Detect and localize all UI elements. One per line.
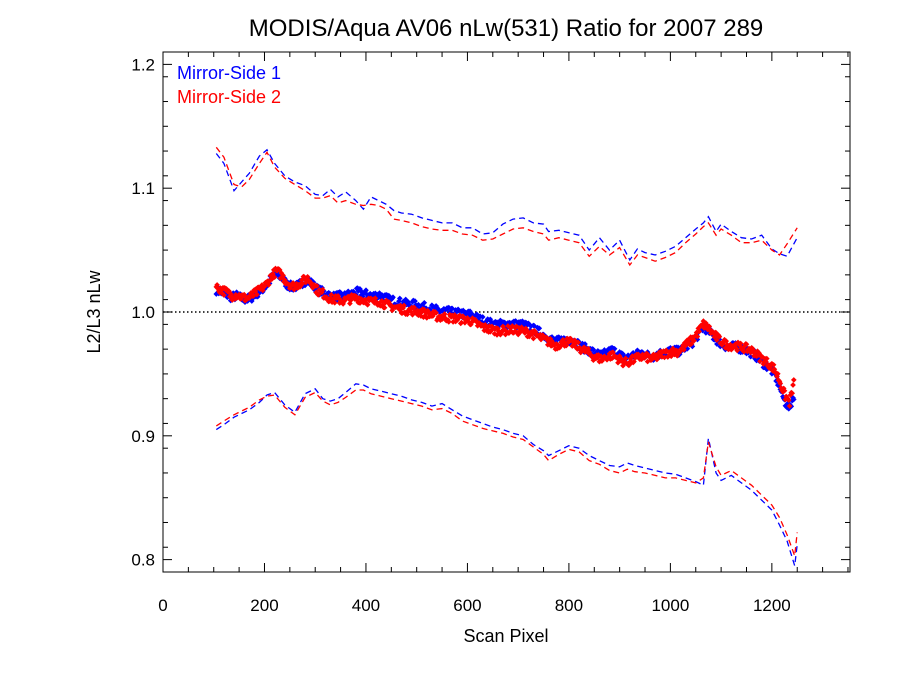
data-point [421,299,428,306]
legend: Mirror-Side 1 Mirror-Side 2 [177,63,281,107]
data-point [789,390,796,397]
y-tick-label: 1.1 [131,179,155,198]
data-point [786,403,793,409]
data-point [741,348,747,355]
data-point [774,370,781,377]
data-point [314,283,320,289]
y-tick-label: 0.8 [131,551,155,570]
data-point [445,319,452,325]
y-axis-title: L2/L3 nLw [84,269,104,353]
x-tick-label: 200 [250,596,278,615]
data-point [716,333,723,340]
data-point [781,387,788,394]
axes: 0 200 400 600 800 1000 1200 0.8 0.9 1.0 1.1 1.2 [131,51,851,615]
data-point [691,337,697,344]
legend-entry-2: Mirror-Side 2 [177,87,281,107]
data-point [411,304,418,311]
data-point [479,314,486,320]
data-point [714,337,720,343]
data-point [364,301,371,308]
data-point [254,291,260,298]
data-point [396,295,403,302]
data-point [412,298,418,304]
data-point [763,355,770,362]
chart-title: MODIS/Aqua AV06 nLw(531) Ratio for 2007 … [249,15,764,42]
data-point [304,273,311,280]
data-point [661,354,668,361]
series-2-lower-bound [215,389,798,557]
data-point [280,272,286,279]
data-point [458,319,465,326]
data-point [315,291,322,298]
data-point [441,311,448,317]
plot-area [163,146,850,566]
data-point [737,340,744,347]
data-point [563,342,570,349]
data-point [271,274,278,281]
data-point [401,302,407,309]
data-point [757,358,763,365]
y-tick-label: 1.2 [131,55,155,74]
data-point [331,299,338,306]
data-point [790,396,797,403]
data-point [381,304,388,311]
x-tick-label: 1200 [753,596,791,615]
data-point [319,286,326,293]
data-point [622,355,629,362]
data-point [221,292,227,298]
data-point [536,325,543,332]
data-point [530,335,537,342]
x-tick-label: 400 [352,596,380,615]
data-point [681,346,687,353]
data-point [694,333,701,340]
data-point [777,380,784,387]
data-point [790,382,796,388]
x-axis-title: Scan Pixel [463,626,548,646]
data-point [265,282,272,288]
x-tick-label: 0 [158,596,167,615]
y-tick-label: 1.0 [131,303,155,322]
series-2-upper-bound [215,146,798,267]
data-point [743,341,750,348]
data-point [734,347,741,354]
data-point [790,377,797,383]
series-2 [213,146,798,557]
data-point [328,291,335,298]
x-tick-label: 800 [555,596,583,615]
data-point [390,294,396,301]
data-point [770,361,777,368]
data-point [696,328,702,335]
data-point [785,397,792,404]
series-1-upper-bound [215,148,798,262]
y-tick-label: 0.9 [131,427,155,446]
data-point [372,295,379,302]
data-point [433,310,439,316]
data-point [575,339,582,346]
data-point [363,287,369,294]
data-point [241,291,248,298]
data-point [261,283,268,290]
x-tick-label: 1000 [651,596,689,615]
x-tick-label: 600 [453,596,481,615]
legend-entry-1: Mirror-Side 1 [177,63,281,83]
